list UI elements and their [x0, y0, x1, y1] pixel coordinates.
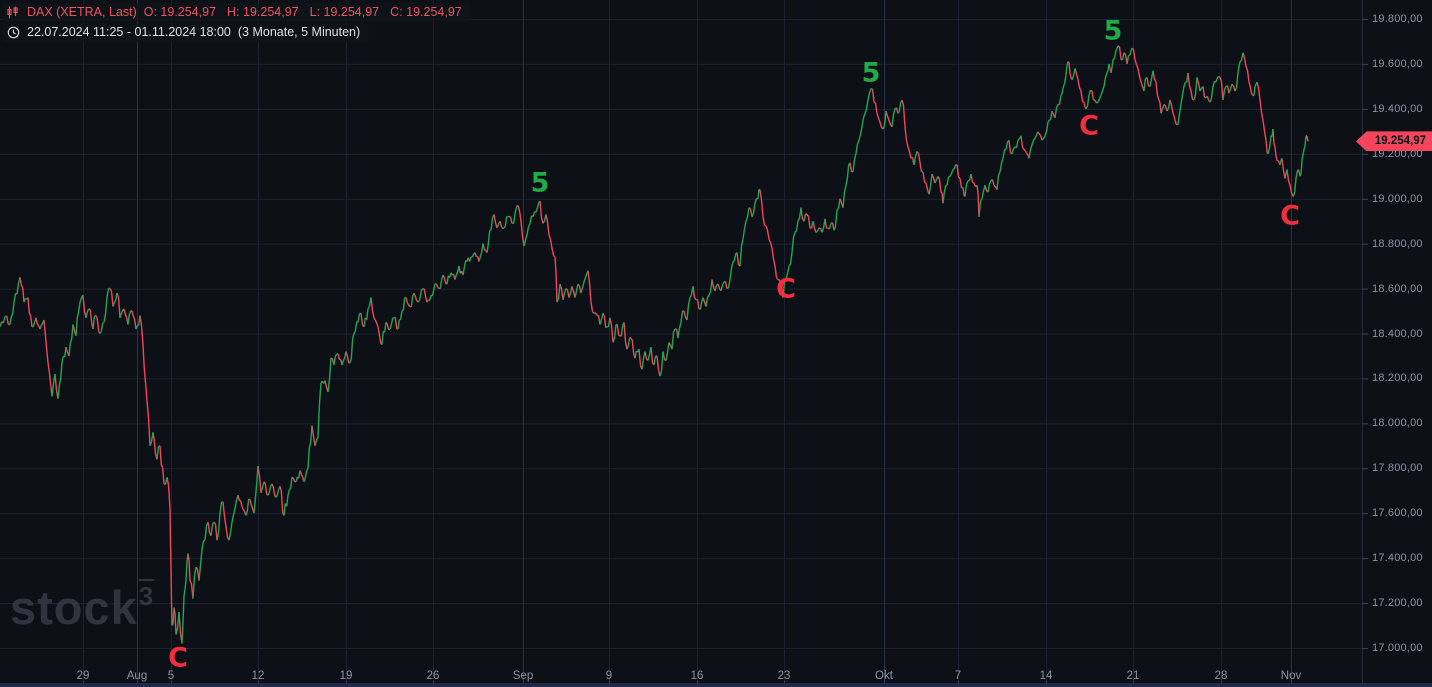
- y-axis-label: 17.200,00: [1372, 597, 1423, 610]
- last-price-value: 19.254,97: [1374, 135, 1426, 148]
- stock3-watermark: stock3: [10, 581, 155, 634]
- y-axis-label: 18.000,00: [1372, 417, 1423, 430]
- wave-label-c[interactable]: C: [168, 642, 188, 674]
- ohlc-values: O: 19.254,97 H: 19.254,97 L: 19.254,97 C: 1…: [144, 5, 462, 20]
- y-axis-label: 17.400,00: [1372, 552, 1423, 565]
- date-range: 22.07.2024 11:25 - 01.11.2024 18:00: [27, 25, 231, 39]
- x-axis-label: 23: [777, 670, 791, 682]
- wave-label-5[interactable]: 5: [861, 57, 881, 89]
- x-axis-label: Nov: [1280, 670, 1302, 682]
- x-axis-label: 7: [954, 670, 962, 682]
- y-axis-label: 19.000,00: [1372, 192, 1423, 205]
- ohlc-value: L: 19.254,97: [309, 5, 380, 19]
- ohlc-value: C: 19.254,97: [390, 5, 462, 19]
- x-axis-label: 28: [1214, 670, 1228, 682]
- y-axis-label: 17.800,00: [1372, 462, 1423, 475]
- x-axis-label: 26: [426, 670, 440, 682]
- x-axis-label: Okt: [875, 670, 893, 682]
- y-axis-label: 17.600,00: [1372, 507, 1423, 520]
- wave-label-c[interactable]: C: [776, 273, 796, 305]
- last-price-tag: 19.254,97: [1356, 131, 1432, 152]
- clock-icon: [7, 26, 20, 39]
- x-axis-label: 19: [339, 670, 353, 682]
- y-axis-label: 18.800,00: [1372, 237, 1423, 250]
- interval-label: (3 Monate, 5 Minuten): [237, 25, 361, 39]
- candlestick-icon: [7, 6, 20, 19]
- y-axis-label: 19.600,00: [1372, 57, 1423, 70]
- x-axis-label: 9: [605, 670, 613, 682]
- instrument-row[interactable]: DAX (XETRA, Last) O: 19.254,97 H: 19.254,…: [2, 3, 471, 22]
- x-axis-label: 12: [251, 670, 265, 682]
- x-axis-label: 21: [1126, 670, 1140, 682]
- instrument-name: DAX (XETRA, Last): [27, 5, 137, 19]
- ohlc-value: H: 19.254,97: [227, 5, 299, 19]
- y-axis-label: 18.400,00: [1372, 327, 1423, 340]
- x-axis-label: 16: [690, 670, 704, 682]
- wave-label-5[interactable]: 5: [530, 167, 550, 199]
- timerange-row[interactable]: 22.07.2024 11:25 - 01.11.2024 18:00 (3 M…: [2, 23, 370, 42]
- chart-legend: DAX (XETRA, Last) O: 19.254,97 H: 19.254,…: [2, 3, 471, 42]
- y-axis-label: 18.600,00: [1372, 282, 1423, 295]
- x-axis-label: 5: [167, 670, 175, 682]
- y-axis-label: 17.000,00: [1372, 642, 1423, 654]
- y-axis-label: 18.200,00: [1372, 372, 1423, 385]
- wave-label-c[interactable]: C: [1280, 200, 1300, 232]
- ohlc-value: O: 19.254,97: [143, 5, 217, 19]
- x-axis-label: 29: [76, 670, 90, 682]
- y-axis-label: 19.800,00: [1372, 13, 1423, 25]
- y-axis-label: 19.400,00: [1372, 102, 1423, 115]
- bottom-border-bar: [0, 683, 1432, 687]
- wave-label-c[interactable]: C: [1079, 110, 1099, 142]
- wave-label-5[interactable]: 5: [1103, 15, 1123, 47]
- x-axis-label: Sep: [512, 670, 534, 682]
- x-axis-label: 14: [1039, 670, 1053, 682]
- x-axis-label: Aug: [126, 670, 148, 682]
